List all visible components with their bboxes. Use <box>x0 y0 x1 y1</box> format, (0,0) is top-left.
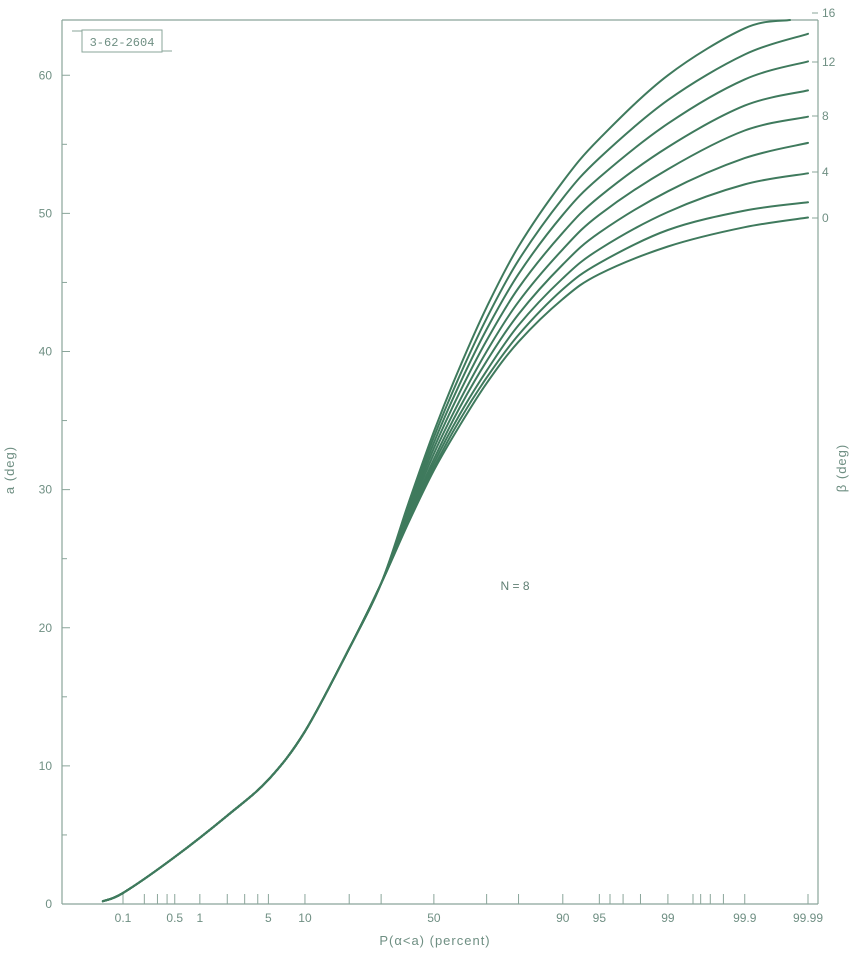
y-tick-label: 40 <box>39 345 53 359</box>
x-tick-label: 99 <box>661 911 675 925</box>
y-tick-label: 10 <box>39 759 53 773</box>
x-tick-label: 1 <box>197 911 204 925</box>
x-tick-label: 99.9 <box>733 911 757 925</box>
x-axis-title: P(α<a) (percent) <box>379 933 490 948</box>
y-tick-label: 60 <box>39 68 53 82</box>
curve-beta-16 <box>101 19 791 903</box>
x-tick-label: 99.99 <box>793 911 823 925</box>
curves <box>101 19 809 903</box>
curve-beta-14 <box>101 32 809 903</box>
beta-labels: 16 12 8 4 0 <box>812 6 836 225</box>
figure-id-box: 3-62-2604 <box>72 29 172 53</box>
curve-beta-2 <box>101 201 809 903</box>
x-tick-label: 5 <box>265 911 272 925</box>
curve-beta-4 <box>101 172 809 903</box>
beta-label-0: 0 <box>822 211 829 225</box>
beta-label-12: 12 <box>822 55 836 69</box>
x-ticks: 0.1 0.5 1 5 10 50 90 95 99 99.9 99.99 <box>115 894 823 925</box>
x-tick-label: 90 <box>556 911 570 925</box>
beta-label-16: 16 <box>822 6 836 20</box>
x-tick-label: 10 <box>298 911 312 925</box>
y-axis-title-left: a (deg) <box>2 446 17 494</box>
curve-beta-10 <box>101 89 809 903</box>
x-tick-label: 95 <box>593 911 607 925</box>
curve-beta-12 <box>101 60 809 903</box>
curve-beta-6 <box>101 141 809 903</box>
x-tick-label: 0.1 <box>115 911 132 925</box>
curve-beta-0 <box>101 216 809 903</box>
y-axis-title-right: β (deg) <box>834 444 849 492</box>
y-tick-label: 0 <box>45 897 52 911</box>
beta-label-4: 4 <box>822 165 829 179</box>
x-tick-label: 0.5 <box>166 911 183 925</box>
y-tick-label: 50 <box>39 206 53 220</box>
x-tick-label: 50 <box>427 911 441 925</box>
y-ticks: 0 10 20 30 40 50 60 <box>39 68 70 911</box>
figure-id: 3-62-2604 <box>90 36 155 50</box>
beta-label-8: 8 <box>822 109 829 123</box>
y-tick-label: 30 <box>39 483 53 497</box>
n-annotation: N = 8 <box>500 579 529 593</box>
y-tick-label: 20 <box>39 621 53 635</box>
curve-beta-8 <box>101 115 809 903</box>
